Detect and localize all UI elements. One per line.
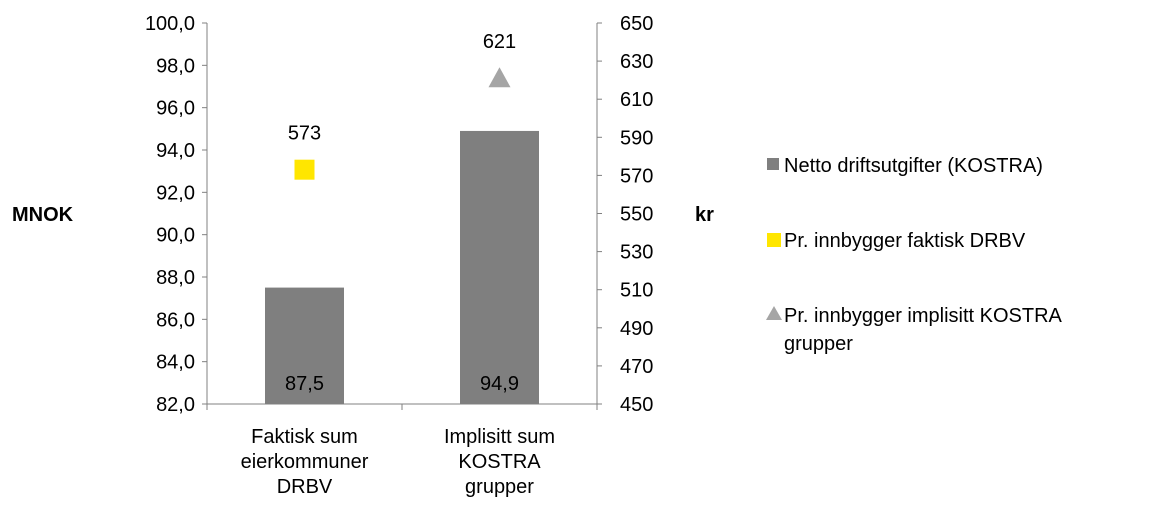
left-tick-label: 98,0 bbox=[156, 55, 195, 77]
x-tick-label: Faktisk sum bbox=[251, 426, 358, 448]
right-tick-label: 510 bbox=[620, 280, 653, 302]
left-tick-label: 96,0 bbox=[156, 98, 195, 120]
x-tick-label: grupper bbox=[465, 476, 534, 498]
bar-value-label: 94,9 bbox=[480, 373, 519, 395]
bar bbox=[460, 130, 539, 404]
axes: 82,0 84,0 86,0 88,0 90,0 92,0 94,0 96,0 98,0 100,… bbox=[12, 13, 714, 498]
left-tick-label: 92,0 bbox=[156, 182, 195, 204]
x-tick-label: eierkommuner bbox=[241, 451, 369, 473]
bar bbox=[265, 287, 344, 404]
left-tick-label: 86,0 bbox=[156, 309, 195, 331]
legend-swatch bbox=[766, 306, 782, 320]
legend-label: Pr. innbygger implisitt KOSTRA bbox=[784, 305, 1063, 327]
right-tick-label: 450 bbox=[620, 394, 653, 416]
markers bbox=[294, 67, 511, 180]
left-tick-label: 94,0 bbox=[156, 140, 195, 162]
legend-label: grupper bbox=[784, 333, 853, 355]
left-tick-label: 84,0 bbox=[156, 352, 195, 374]
x-tick-label: KOSTRA bbox=[458, 451, 541, 473]
data-labels: 87,5 94,9 573 621 bbox=[285, 31, 519, 395]
right-tick-label: 610 bbox=[620, 89, 653, 111]
legend-swatch bbox=[767, 233, 781, 247]
y-left-title: MNOK bbox=[12, 204, 74, 226]
legend-swatch bbox=[767, 158, 779, 170]
right-tick-label: 570 bbox=[620, 165, 653, 187]
right-tick-label: 630 bbox=[620, 51, 653, 73]
legend: Netto driftsutgifter (KOSTRA) Pr. innbygg… bbox=[766, 155, 1063, 355]
marker-value-label: 573 bbox=[288, 123, 321, 145]
x-tick-label: Implisitt sum bbox=[444, 426, 555, 448]
marker-value-label: 621 bbox=[483, 31, 516, 53]
right-tick-label: 530 bbox=[620, 242, 653, 264]
left-tick-label: 82,0 bbox=[156, 394, 195, 416]
left-tick-label: 100,0 bbox=[145, 13, 195, 35]
y-right-title: kr bbox=[695, 204, 714, 226]
triangle-marker bbox=[488, 67, 511, 88]
left-tick-label: 90,0 bbox=[156, 225, 195, 247]
bars bbox=[265, 130, 539, 404]
right-tick-label: 590 bbox=[620, 127, 653, 149]
left-tick-label: 88,0 bbox=[156, 267, 195, 289]
right-tick-label: 650 bbox=[620, 13, 653, 35]
right-tick-label: 490 bbox=[620, 318, 653, 340]
square-marker bbox=[294, 159, 315, 180]
legend-label: Pr. innbygger faktisk DRBV bbox=[784, 230, 1026, 252]
bar-value-label: 87,5 bbox=[285, 373, 324, 395]
x-tick-label: DRBV bbox=[277, 476, 333, 498]
legend-label: Netto driftsutgifter (KOSTRA) bbox=[784, 155, 1043, 177]
right-tick-label: 470 bbox=[620, 356, 653, 378]
right-tick-label: 550 bbox=[620, 204, 653, 226]
